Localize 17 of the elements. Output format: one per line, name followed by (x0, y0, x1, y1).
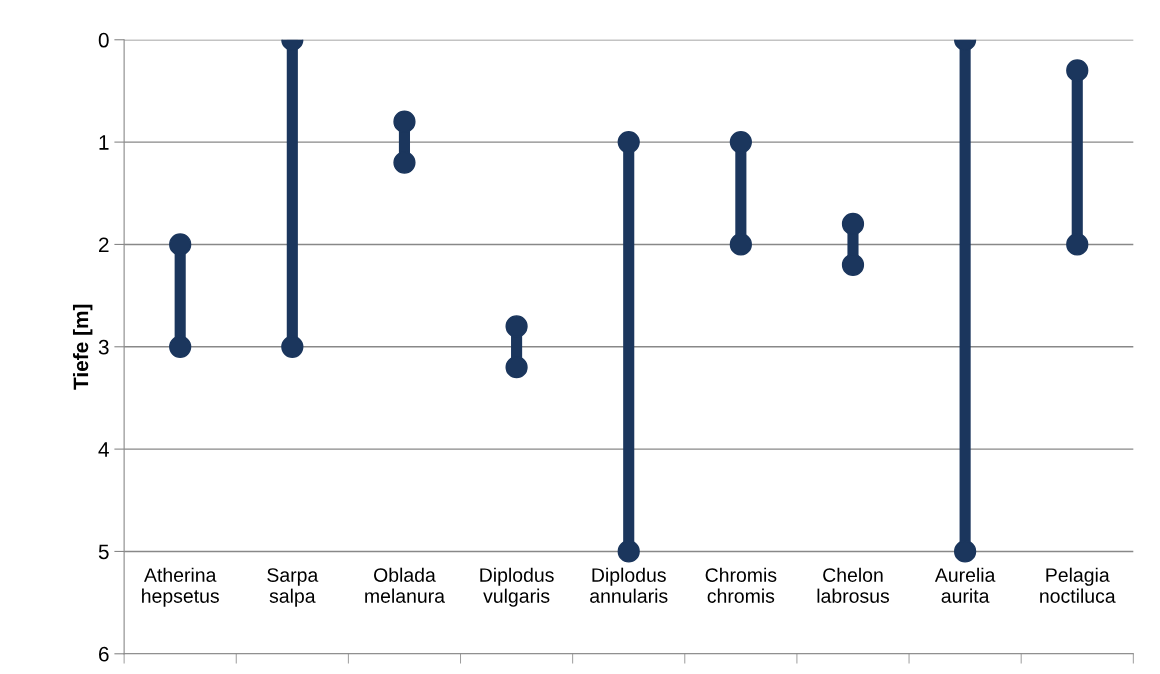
y-tick-label: 6 (99, 646, 109, 662)
y-tick-label: 2 (99, 237, 109, 252)
x-tick-label: Atherina hepsetus (142, 567, 219, 607)
y-tick-label: 3 (98, 339, 109, 355)
y-tick-label: 4 (98, 442, 109, 457)
y-tick-label: 5 (98, 544, 109, 560)
x-tick-label: Sarpa salpa (267, 568, 319, 607)
x-tick-label: Chelon labrosus (817, 567, 890, 603)
y-axis-title: Tiefe [m] (72, 304, 93, 390)
y-tick-label: 0 (98, 32, 109, 48)
x-tick-label: Chromis chromis (705, 567, 777, 603)
y-tick-label: 1 (99, 135, 109, 150)
x-tick-label: Oblada melanura (365, 567, 445, 603)
x-tick-label: Pelagia noctiluca (1040, 567, 1116, 603)
x-tick-label: Diplodus vulgaris (480, 567, 554, 607)
x-tick-label: Aurelia aurita (934, 567, 996, 603)
x-tick-label: Diplodus annularis (590, 567, 668, 603)
